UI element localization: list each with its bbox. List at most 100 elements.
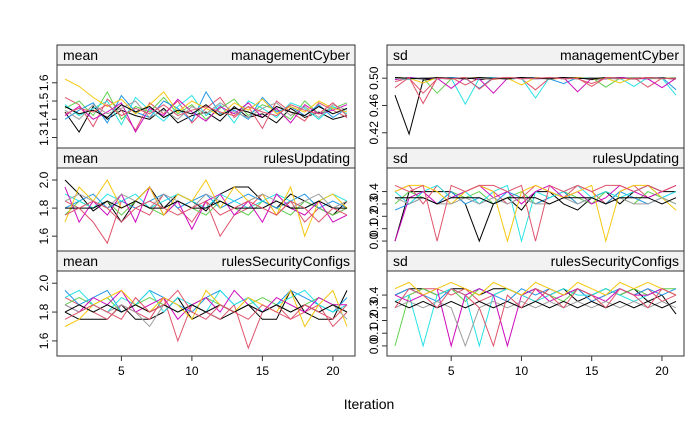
series-group (64, 289, 348, 350)
trace-line-8 (64, 304, 348, 328)
panel-mean-rulesSecurityConfigs: mean rulesSecurityConfigs 1.6 1.8 2.0 (37, 250, 356, 357)
trace-line-7 (64, 78, 348, 117)
x-tick-label: 15 (585, 364, 599, 378)
x-tick-label: 10 (185, 364, 199, 378)
y-tick-label: 0.1 (367, 220, 381, 237)
y-tick-label: 0.0 (367, 337, 381, 354)
y-tick-label: 1.5 (37, 92, 51, 109)
y-tick-label: 0.3 (367, 195, 381, 212)
y-tick-label: 0.2 (367, 208, 381, 225)
strip-label-stat: sd (393, 253, 408, 269)
trace-line-2 (394, 184, 677, 205)
y-tick-label: 0.3 (367, 299, 381, 316)
trace-line-8 (394, 300, 677, 348)
panel-frame (386, 270, 685, 357)
trace-line-4 (394, 190, 677, 211)
y-tick-label: 0.2 (367, 312, 381, 329)
y-tick-label: 2.0 (37, 275, 51, 292)
trace-line-6 (394, 184, 677, 242)
trace-line-7 (394, 281, 677, 296)
trace-line-5 (394, 76, 677, 106)
y-tick-label: 0.4 (367, 286, 381, 303)
trace-line-10 (64, 289, 348, 320)
x-axes-layer: 5 10 15 20 5 10 15 20 (118, 356, 669, 378)
panel-sd-managementCyber: sd managementCyber 0.42 0.46 0.50 (367, 44, 685, 149)
panel-mean-managementCyber: mean managementCyber 1.31.4 1.51.6 (37, 44, 356, 149)
strip-label-variable: managementCyber (560, 47, 679, 63)
panel-sd-rulesUpdating: sd rulesUpdating 0.00.10.20.30.4 (367, 147, 685, 252)
y-tick-label: 1.3 (37, 129, 51, 146)
series-group (64, 179, 348, 245)
y-tick-label: 1.4 (37, 111, 51, 128)
y-tick-label: 0.46 (367, 93, 381, 117)
y-tick-label: 0.0 (367, 232, 381, 249)
trace-line-5 (394, 184, 677, 244)
trace-line-5 (64, 289, 348, 313)
trace-line-3 (394, 288, 676, 347)
trace-line-3 (394, 76, 677, 94)
panel-mean-rulesUpdating: mean rulesUpdating 1.6 1.8 2.0 (37, 147, 356, 252)
x-axis-left: 5 10 15 20 (118, 356, 340, 378)
x-axis-title: Iteration (344, 396, 395, 412)
trace-line-9 (394, 300, 677, 309)
x-tick-label: 20 (326, 364, 340, 378)
trace-line-8 (394, 197, 677, 205)
strip-label-variable: managementCyber (231, 47, 350, 63)
trace-line-7 (64, 179, 348, 238)
x-tick-label: 20 (655, 364, 669, 378)
panel-frame (386, 167, 685, 252)
trace-line-10 (64, 200, 348, 223)
trace-line-10 (394, 184, 677, 242)
series-group (394, 76, 677, 136)
x-tick-label: 15 (256, 364, 270, 378)
x-axis-right: 5 10 15 20 (448, 356, 669, 378)
trace-line-10 (394, 288, 677, 348)
strip-label-stat: sd (393, 47, 408, 63)
trace-line-9 (64, 104, 348, 119)
trace-line-10 (64, 102, 348, 117)
y-tick-label: 0.1 (367, 325, 381, 342)
series-group (394, 184, 677, 244)
strip-label-variable: rulesSecurityConfigs (222, 253, 350, 269)
y-tick-label: 0.50 (367, 66, 381, 90)
trace-line-4 (64, 289, 348, 313)
y-tick-label: 1.8 (37, 303, 51, 320)
series-group (64, 78, 348, 134)
trace-line-10 (394, 76, 677, 105)
trace-line-2 (394, 76, 677, 94)
y-tick-label: 0.4 (367, 183, 381, 200)
strip-label-variable: rulesUpdating (264, 150, 350, 166)
strip-label-stat: mean (63, 47, 98, 63)
trace-line-5 (394, 288, 677, 348)
trace-line-9 (65, 200, 347, 209)
y-tick-label: 1.6 (37, 332, 51, 349)
y-tick-label: 1.6 (37, 74, 51, 91)
x-tick-label: 5 (448, 364, 455, 378)
trace-line-6 (394, 76, 677, 94)
trace-line-9 (395, 197, 677, 205)
trace-line-3 (64, 90, 348, 121)
trace-line-6 (394, 287, 677, 348)
y-tick-label: 0.42 (367, 121, 381, 145)
y-tick-label: 1.6 (37, 228, 51, 245)
trace-line-9 (64, 304, 348, 313)
trace-line-1 (394, 184, 676, 243)
strip-label-stat: mean (63, 253, 98, 269)
panel-sd-rulesSecurityConfigs: sd rulesSecurityConfigs 0.00.10.20.30.4 (367, 250, 685, 357)
trace-line-7 (394, 184, 677, 244)
x-tick-label: 10 (515, 364, 529, 378)
strip-label-stat: mean (63, 150, 98, 166)
trace-line-8 (64, 100, 348, 120)
y-tick-label: 1.8 (37, 199, 51, 216)
y-tick-label: 2.0 (37, 171, 51, 188)
strip-label-variable: rulesSecurityConfigs (551, 253, 679, 269)
trace-line-4 (64, 90, 348, 124)
panel-frame (56, 270, 356, 357)
trace-line-7 (64, 289, 348, 328)
strip-label-variable: rulesUpdating (593, 150, 679, 166)
x-tick-label: 5 (118, 364, 125, 378)
series-group (394, 281, 677, 348)
